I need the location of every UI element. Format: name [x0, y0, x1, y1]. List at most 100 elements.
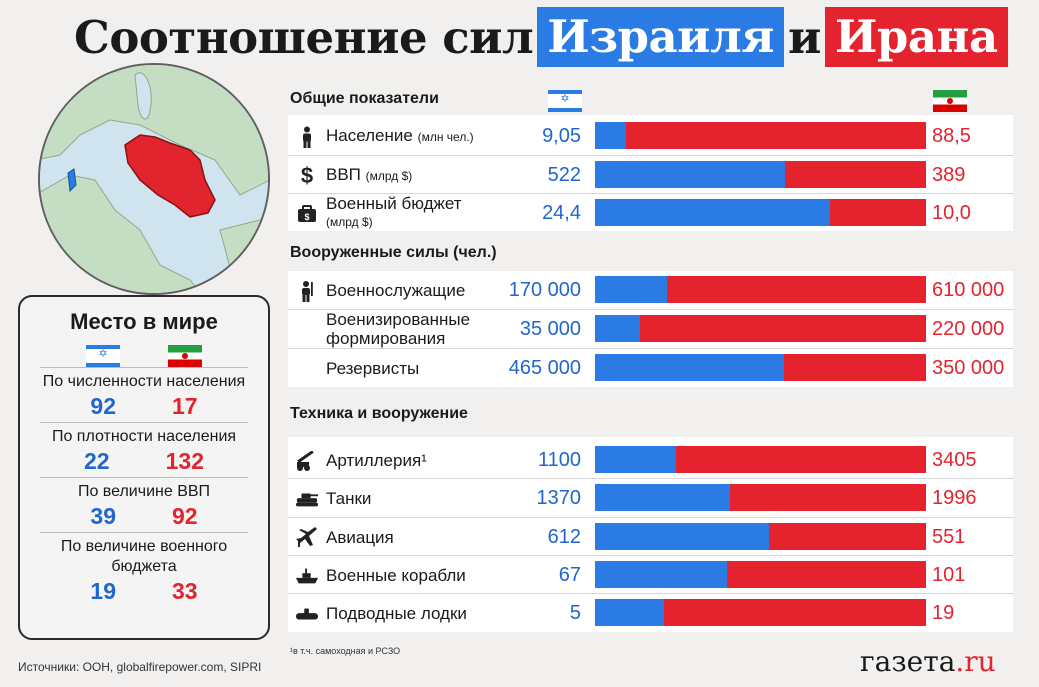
rank-israel-value: 92: [90, 393, 116, 419]
chart-row: Танки 1370 1996: [0, 479, 1039, 517]
comparison-bar: [595, 161, 926, 188]
israel-value-label: 1370: [536, 486, 582, 509]
submarine-icon: [295, 603, 319, 625]
row-label-text: Население: [326, 125, 413, 145]
row-label: Авиация: [326, 518, 394, 556]
footnote: ¹в т.ч. самоходная и РСЗО: [290, 646, 401, 656]
israel-flag-icon: [548, 90, 582, 112]
rank-flags: [20, 345, 268, 367]
israel-value-label: 522: [547, 163, 581, 186]
row-label: Население (млн чел.): [326, 117, 474, 155]
section-title-forces: Вооруженные силы (чел.): [290, 244, 497, 261]
chart-row: Военнослужащие 170 000 610 000: [0, 271, 1039, 309]
rank-panel-title: Место в мире: [70, 309, 218, 334]
title-israel: Израиля: [537, 7, 785, 67]
dollar-icon: $: [300, 163, 314, 188]
title-iran: Ирана: [824, 7, 1008, 67]
comparison-bar: [595, 523, 926, 550]
artillery-icon: [295, 450, 319, 472]
israel-bar-fill: [595, 523, 770, 550]
israel-value-label: 67: [558, 563, 581, 586]
rank-iran-value: 92: [172, 503, 198, 529]
row-label: Военные корабли: [326, 556, 466, 594]
soldier-icon: [295, 280, 319, 302]
row-divider: [288, 478, 1013, 479]
svg-text:$: $: [304, 212, 309, 222]
israel-value-label: 35 000: [519, 317, 581, 340]
publisher-logo: газета.ru: [860, 645, 996, 678]
row-divider: [288, 555, 1013, 556]
row-unit: (млрд $): [326, 215, 373, 229]
israel-bar-fill: [595, 561, 727, 588]
iran-value-label: 220 000: [932, 317, 1005, 340]
chart-row: Население (млн чел.) 9,05 88,5: [0, 117, 1039, 155]
row-label-text: Военнослужащие: [326, 280, 466, 300]
israel-value-label: 24,4: [542, 201, 581, 224]
rank-iran-value: 132: [165, 448, 204, 474]
row-label-text: Танки: [326, 488, 372, 508]
comparison-bar: [595, 484, 926, 511]
chart-row: Военизированные формирования 35 000 220 …: [0, 310, 1039, 348]
row-label: Военизированные формирования: [326, 310, 496, 348]
row-divider: [288, 348, 1013, 349]
row-unit: (млрд $): [365, 168, 413, 183]
israel-shape: [67, 168, 77, 193]
person-icon: [295, 126, 319, 148]
israel-value-label: 1100: [537, 448, 581, 471]
rank-israel-value: 39: [90, 503, 116, 529]
comparison-bar: [595, 122, 926, 149]
iran-value-label: 350 000: [932, 356, 1005, 379]
row-label: Подводные лодки: [326, 594, 467, 632]
rank-label: По численности населения: [42, 373, 246, 390]
row-label: Военнослужащие: [326, 271, 465, 309]
iran-value-label: 3405: [932, 448, 977, 471]
row-label-text: ВВП: [326, 164, 361, 184]
rank-israel-value: 19: [90, 578, 116, 604]
israel-value-label: 612: [547, 525, 581, 548]
row-label: Военный бюджет (млрд $): [326, 194, 462, 232]
israel-bar-fill: [595, 446, 676, 473]
row-label-text: Резервисты: [326, 358, 420, 378]
israel-bar-fill: [595, 354, 784, 381]
israel-value-label: 465 000: [508, 356, 581, 379]
israel-value-label: 9,05: [542, 124, 581, 147]
comparison-bar: [595, 199, 926, 226]
rank-item: По величине военного бюджета 19 33: [40, 532, 248, 607]
money-bag-icon: $: [295, 203, 319, 225]
row-divider: [288, 517, 1013, 518]
comparison-bar: [595, 354, 926, 381]
israel-bar-fill: [595, 276, 668, 303]
rank-item: По величине ВВП 39 92: [40, 477, 248, 532]
chart-row: Авиация 612 551: [0, 518, 1039, 556]
section-title-equipment: Техника и вооружение: [290, 405, 468, 422]
comparison-bar: [595, 446, 926, 473]
chart-row: $ Военный бюджет (млрд $) 24,4 10,0: [0, 194, 1039, 232]
row-label-text: Авиация: [326, 527, 394, 547]
row-unit: (млн чел.): [417, 129, 474, 144]
israel-bar-fill: [595, 161, 785, 188]
israel-bar-fill: [595, 484, 730, 511]
row-divider: [288, 193, 1013, 194]
iran-flag-icon: [168, 345, 202, 367]
rank-label: По величине военного бюджета: [60, 538, 228, 575]
row-divider: [288, 155, 1013, 156]
comparison-bar: [595, 561, 926, 588]
iran-value-label: 88,5: [932, 124, 971, 147]
world-rank-panel: Место в мире По численности населения 92…: [18, 295, 270, 640]
tank-icon: [295, 488, 319, 510]
israel-bar-fill: [595, 315, 641, 342]
logo-suffix: .ru: [955, 645, 996, 678]
israel-bar-fill: [595, 599, 664, 626]
row-label: Резервисты: [326, 349, 419, 387]
iran-value-label: 19: [932, 601, 955, 624]
region-map: [38, 63, 270, 295]
row-label-text: Военизированные формирования: [326, 310, 471, 348]
iran-value-label: 610 000: [932, 278, 1005, 301]
israel-bar-fill: [595, 122, 626, 149]
section-title-general: Общие показатели: [290, 90, 439, 107]
chart-row: Резервисты 465 000 350 000: [0, 349, 1039, 387]
israel-bar-fill: [595, 199, 830, 226]
map-svg: [40, 65, 268, 293]
title-main: Соотношение сил: [74, 10, 534, 64]
comparison-bar: [595, 276, 926, 303]
